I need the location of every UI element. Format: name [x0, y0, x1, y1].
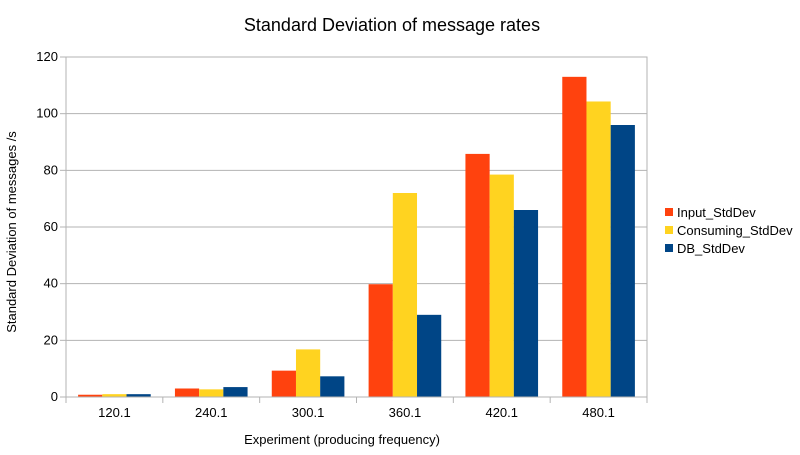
chart-title: Standard Deviation of message rates: [244, 15, 540, 35]
x-tick-label: 420.1: [485, 405, 518, 420]
bar-input-stddev: [368, 284, 393, 397]
y-tick-label: 80: [44, 162, 58, 177]
bar-consuming-stddev: [489, 174, 514, 397]
x-tick-label: 240.1: [195, 405, 228, 420]
y-tick-label: 120: [36, 49, 58, 64]
bar-input-stddev: [174, 388, 200, 397]
y-axis-label: Standard Deviation of messages /s: [4, 131, 19, 333]
bar-consuming-stddev: [199, 389, 224, 397]
x-axis-label: Experiment (producing frequency): [244, 432, 440, 447]
axes: 0 20 40 60 80 100 120 120.1 240.1 300.1 360.1 420.1…: [36, 49, 648, 420]
legend-label: DB_StdDev: [677, 241, 745, 256]
x-tick-label: 480.1: [582, 405, 615, 420]
y-tick-label: 0: [51, 389, 58, 404]
legend-label: Consuming_StdDev: [677, 223, 793, 238]
bar-consuming-stddev: [392, 193, 418, 397]
bar-consuming-stddev: [586, 101, 611, 397]
y-tick-label: 100: [36, 106, 58, 121]
bar-db-stddev: [513, 210, 539, 397]
legend-swatch: [665, 226, 673, 234]
x-tick-label: 300.1: [292, 405, 325, 420]
bar-db-stddev: [610, 125, 635, 397]
bar-input-stddev: [271, 370, 296, 397]
bar-input-stddev: [562, 76, 587, 397]
y-tick-label: 60: [44, 219, 58, 234]
bar-db-stddev: [126, 394, 151, 397]
bars: [78, 76, 635, 397]
x-tick-label: 120.1: [98, 405, 131, 420]
bar-input-stddev: [78, 394, 103, 397]
bar-db-stddev: [320, 376, 345, 397]
bar-consuming-stddev: [102, 394, 127, 397]
legend: Input_StdDev Consuming_StdDev DB_StdDev: [665, 205, 793, 256]
legend-swatch: [665, 208, 673, 216]
legend-swatch: [665, 244, 673, 252]
y-tick-label: 20: [44, 332, 58, 347]
y-tick-label: 40: [44, 276, 58, 291]
legend-label: Input_StdDev: [677, 205, 756, 220]
bar-db-stddev: [417, 314, 442, 397]
grid: [66, 56, 647, 398]
bar-input-stddev: [465, 153, 490, 397]
bar-db-stddev: [223, 387, 248, 397]
bar-consuming-stddev: [295, 349, 321, 397]
x-tick-label: 360.1: [389, 405, 422, 420]
